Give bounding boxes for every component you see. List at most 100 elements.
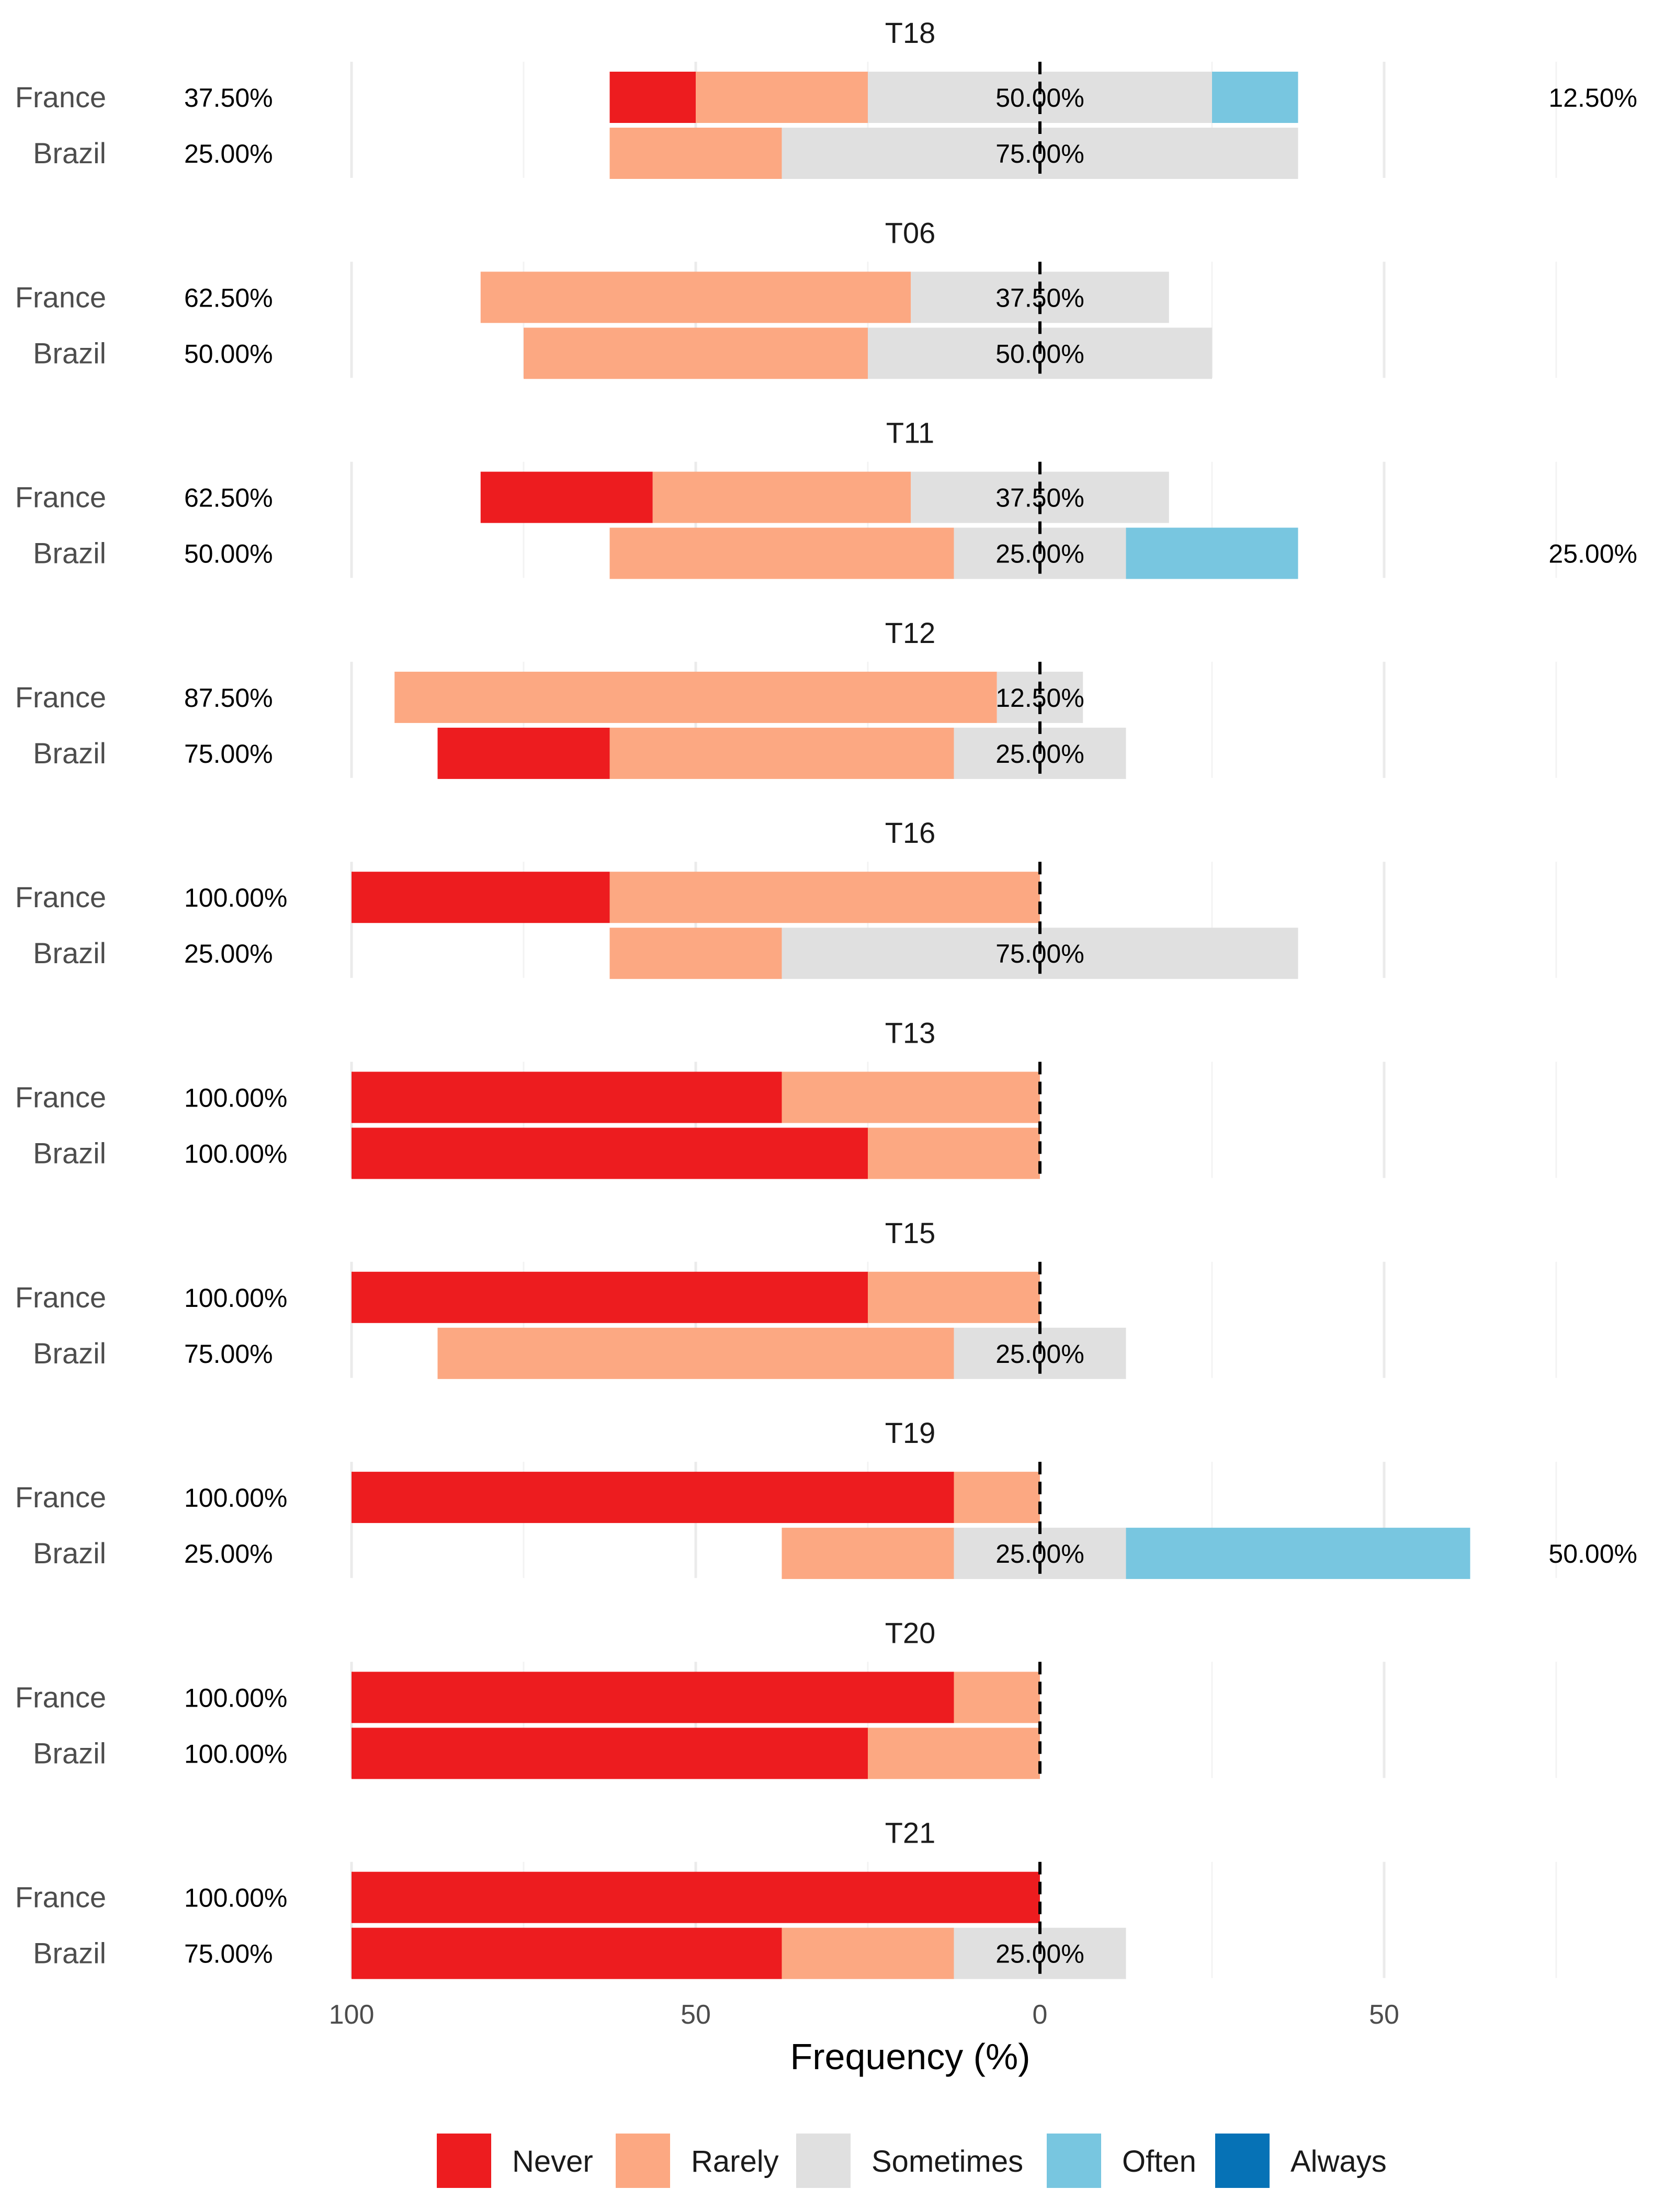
- country-label: Brazil: [33, 737, 106, 770]
- left-percent-label: 75.00%: [184, 1939, 273, 1969]
- country-label: France: [15, 1881, 106, 1914]
- left-percent-label: 100.00%: [184, 1084, 287, 1113]
- bar-segment-rarely: [609, 928, 782, 979]
- bar-segment-never: [352, 1071, 782, 1123]
- left-percent-label: 100.00%: [184, 1883, 287, 1913]
- legend-label: Always: [1290, 2145, 1387, 2179]
- country-label: Brazil: [33, 1337, 106, 1370]
- facet-title: T11: [886, 416, 934, 449]
- bar-segment-never: [480, 471, 653, 523]
- bar-segment-rarely: [868, 1728, 1040, 1779]
- bar-segment-rarely: [609, 128, 782, 179]
- left-percent-label: 100.00%: [184, 1739, 287, 1768]
- legend-swatch: [616, 2134, 670, 2188]
- bar-segment-rarely: [954, 1472, 1040, 1523]
- x-tick-label: 0: [1033, 2000, 1048, 2030]
- left-percent-label: 37.50%: [184, 83, 273, 112]
- bar-segment-never: [437, 727, 610, 779]
- country-label: France: [15, 1081, 106, 1114]
- facet-title: T18: [885, 16, 936, 49]
- bar-segment-never: [352, 1127, 868, 1179]
- bar-segment-rarely: [782, 1927, 954, 1979]
- country-label: France: [15, 481, 106, 514]
- bar-segment-never: [352, 1871, 1040, 1923]
- facet-title: T16: [885, 816, 936, 849]
- country-label: Brazil: [33, 1736, 106, 1769]
- bar-segment-rarely: [524, 328, 868, 379]
- left-percent-label: 50.00%: [184, 339, 273, 368]
- label-layer: T18 France 37.50% 50.00% 12.50% Brazil 25.00% 7…: [15, 16, 1637, 1978]
- left-percent-label: 62.50%: [184, 483, 273, 513]
- right-percent-label: 12.50%: [1548, 83, 1637, 112]
- facet-title: T20: [885, 1616, 936, 1649]
- facet-title: T19: [885, 1416, 936, 1449]
- left-percent-label: 100.00%: [184, 1139, 287, 1169]
- bar-segment-never: [352, 1271, 868, 1323]
- bar-segment-rarely: [954, 1672, 1040, 1723]
- country-label: Brazil: [33, 1137, 106, 1170]
- left-percent-label: 62.50%: [184, 283, 273, 312]
- facet-title: T21: [885, 1816, 936, 1849]
- country-label: Brazil: [33, 1537, 106, 1570]
- bar-segment-rarely: [696, 72, 868, 123]
- bar-segment-rarely: [609, 727, 954, 779]
- legend: Never Rarely Sometimes Often Always: [437, 2134, 1387, 2188]
- legend-swatch: [1047, 2134, 1101, 2188]
- bar-segment-rarely: [868, 1271, 1040, 1323]
- bar-segment-rarely: [782, 1071, 1040, 1123]
- x-axis-title: Frequency (%): [790, 2036, 1030, 2077]
- bar-segment-rarely: [437, 1327, 954, 1379]
- x-tick-label: 50: [681, 2000, 711, 2030]
- country-label: France: [15, 81, 106, 114]
- legend-item-rarely: Rarely: [616, 2134, 779, 2188]
- bar-segment-often: [1126, 527, 1298, 579]
- country-label: France: [15, 681, 106, 714]
- right-percent-label: 25.00%: [1548, 539, 1637, 569]
- country-label: France: [15, 280, 106, 313]
- legend-label: Rarely: [691, 2145, 779, 2179]
- left-percent-label: 87.50%: [184, 683, 273, 713]
- country-label: Brazil: [33, 336, 106, 369]
- bar-segment-never: [609, 72, 696, 123]
- legend-item-always: Always: [1215, 2134, 1387, 2188]
- bar-segment-never: [352, 1728, 868, 1779]
- legend-label: Sometimes: [871, 2145, 1023, 2179]
- legend-swatch: [1215, 2134, 1270, 2188]
- country-label: Brazil: [33, 1937, 106, 1970]
- facet-title: T06: [885, 216, 936, 249]
- left-percent-label: 25.00%: [184, 139, 273, 168]
- bar-segment-rarely: [782, 1528, 954, 1579]
- left-percent-label: 100.00%: [184, 1683, 287, 1712]
- bar-segment-rarely: [652, 471, 911, 523]
- bar-segment-rarely: [868, 1127, 1040, 1179]
- left-percent-label: 100.00%: [184, 1283, 287, 1313]
- country-label: Brazil: [33, 537, 106, 570]
- bar-segment-never: [352, 872, 610, 923]
- country-label: France: [15, 1680, 106, 1713]
- country-label: France: [15, 881, 106, 913]
- bar-segment-never: [352, 1672, 954, 1723]
- bar-segment-rarely: [394, 671, 997, 723]
- legend-label: Never: [512, 2145, 593, 2179]
- facet-title: T15: [885, 1216, 936, 1249]
- left-percent-label: 75.00%: [184, 1339, 273, 1369]
- country-label: Brazil: [33, 137, 106, 170]
- bar-segment-sometimes: [868, 72, 1212, 123]
- bar-segment-sometimes: [911, 471, 1169, 523]
- bar-segment-rarely: [609, 527, 954, 579]
- facet-title: T12: [885, 616, 936, 649]
- left-percent-label: 100.00%: [184, 883, 287, 912]
- country-label: France: [15, 1281, 106, 1314]
- bar-segment-rarely: [609, 872, 1040, 923]
- bar-segment-never: [352, 1927, 782, 1979]
- bar-segment-sometimes: [997, 671, 1083, 723]
- legend-swatch: [796, 2134, 851, 2188]
- country-label: Brazil: [33, 936, 106, 969]
- left-percent-label: 100.00%: [184, 1483, 287, 1513]
- legend-item-never: Never: [437, 2134, 593, 2188]
- x-axis: 100 50 0 50 Frequency (%): [329, 2000, 1399, 2077]
- bar-segment-never: [352, 1472, 954, 1523]
- x-tick-label: 50: [1369, 2000, 1399, 2030]
- legend-item-often: Often: [1047, 2134, 1196, 2188]
